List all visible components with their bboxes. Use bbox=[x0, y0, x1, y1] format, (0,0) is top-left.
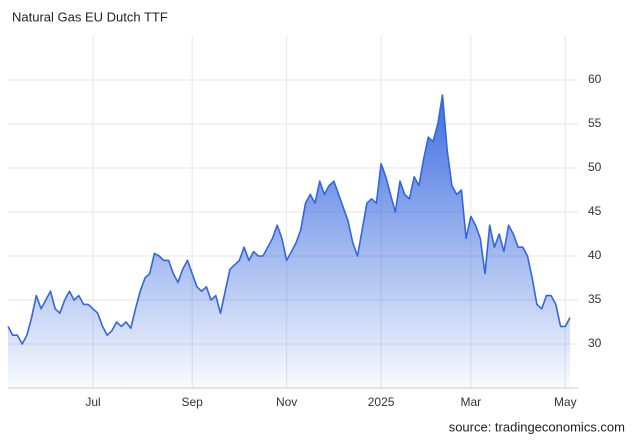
area bbox=[8, 95, 570, 388]
x-tick-label: May bbox=[554, 395, 577, 409]
chart-title: Natural Gas EU Dutch TTF bbox=[12, 9, 168, 24]
y-tick-label: 40 bbox=[588, 248, 602, 262]
y-tick-label: 60 bbox=[588, 72, 602, 86]
x-tick-label: Mar bbox=[460, 395, 481, 409]
source: source: tradingeconomics.com bbox=[449, 419, 625, 434]
y-tick-label: 45 bbox=[588, 204, 602, 218]
y-tick-label: 55 bbox=[588, 116, 602, 130]
line bbox=[7, 94, 571, 345]
y-tick-label: 50 bbox=[588, 160, 602, 174]
x-tick-label: 2025 bbox=[368, 395, 395, 409]
x-tick-label: Jul bbox=[85, 395, 100, 409]
x-tick-label: Sep bbox=[182, 395, 204, 409]
y-tick-label: 30 bbox=[588, 336, 602, 350]
x-tick-label: Nov bbox=[276, 395, 297, 409]
y-tick-label: 35 bbox=[588, 292, 602, 306]
